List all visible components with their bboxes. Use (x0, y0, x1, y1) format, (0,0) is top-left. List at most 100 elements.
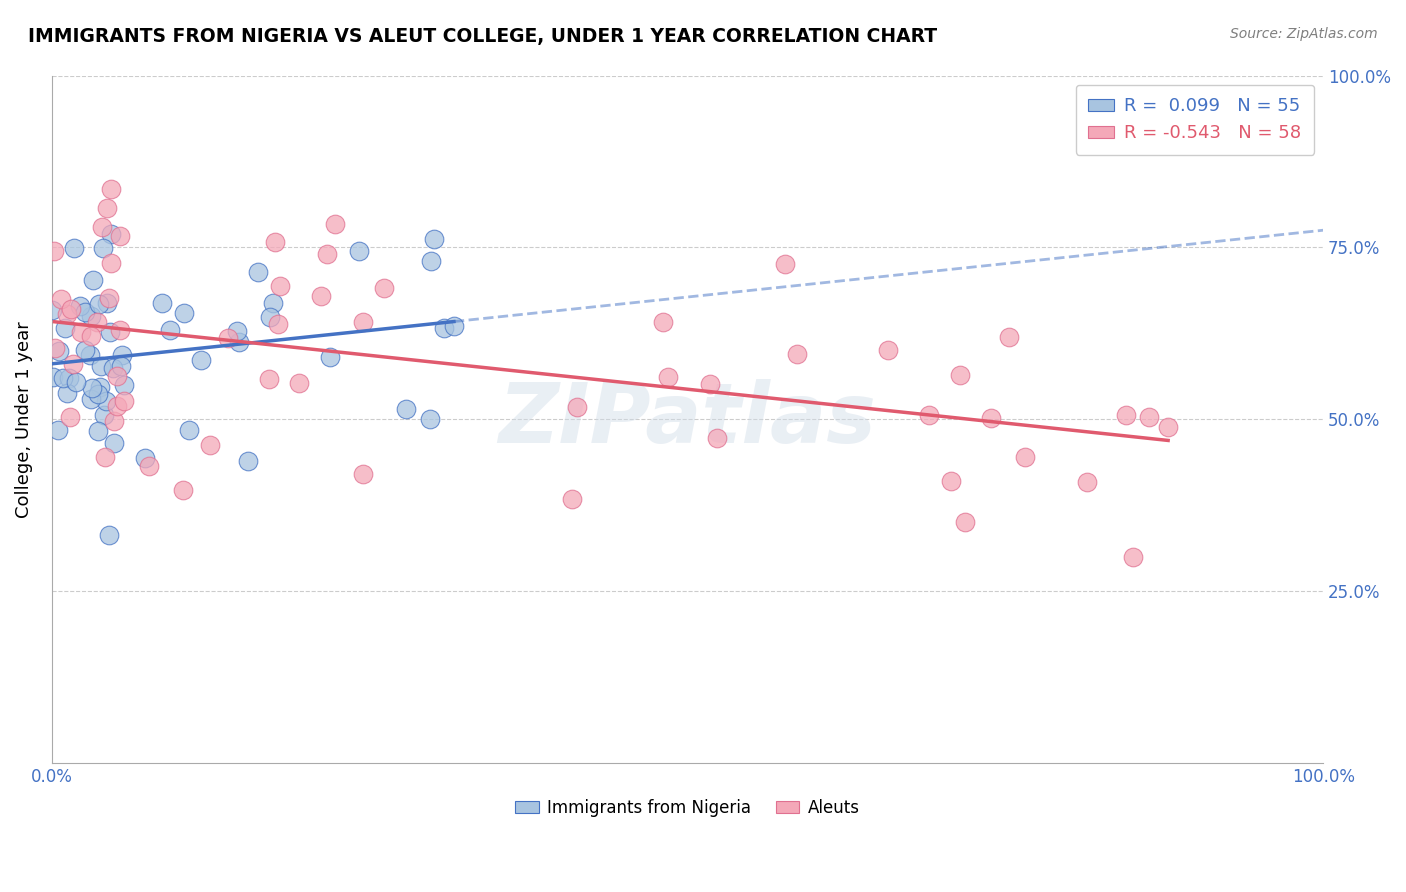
Point (97, 528, 120, 542)
Point (565, 400, 588, 414)
Point (69, 299, 91, 313)
Point (373, 281, 395, 295)
Point (1157, 420, 1180, 434)
Point (419, 253, 441, 268)
Point (91, 241, 114, 255)
Point (699, 377, 721, 392)
Point (997, 330, 1019, 344)
Point (657, 370, 679, 384)
Point (111, 348, 134, 362)
Point (259, 310, 281, 325)
Point (100, 227, 122, 241)
Point (949, 368, 972, 383)
Point (79, 349, 101, 363)
Point (80, 310, 103, 324)
Point (1122, 549, 1144, 564)
Point (75, 305, 97, 319)
Point (63, 241, 86, 255)
Point (96, 393, 118, 408)
Point (52, 370, 75, 384)
Point (112, 394, 135, 409)
Point (89, 380, 111, 394)
Point (433, 321, 456, 335)
Legend: Immigrants from Nigeria, Aleuts: Immigrants from Nigeria, Aleuts (509, 792, 866, 823)
Point (93, 408, 115, 422)
Point (60, 301, 83, 316)
Point (262, 296, 284, 310)
Point (352, 467, 374, 481)
Point (1137, 410, 1160, 425)
Point (198, 438, 221, 452)
Point (105, 368, 128, 383)
Point (98, 291, 121, 305)
Point (55, 307, 77, 321)
Point (228, 334, 250, 349)
Point (91, 219, 114, 234)
Point (86, 315, 108, 329)
Point (1115, 408, 1137, 422)
Point (44, 244, 66, 259)
Point (93, 450, 115, 464)
Point (49, 293, 72, 307)
Point (443, 318, 465, 333)
Point (73, 343, 96, 358)
Point (65, 375, 87, 389)
Point (263, 235, 285, 249)
Point (105, 399, 128, 413)
Point (236, 454, 259, 468)
Point (80, 381, 103, 395)
Point (58, 371, 80, 385)
Point (319, 350, 342, 364)
Point (257, 372, 280, 386)
Point (87, 424, 110, 438)
Point (419, 412, 441, 426)
Point (108, 229, 131, 244)
Point (325, 217, 347, 231)
Point (42, 369, 65, 384)
Point (82, 273, 104, 287)
Point (395, 402, 418, 417)
Point (159, 323, 181, 337)
Text: ZIPatlas: ZIPatlas (499, 379, 876, 459)
Point (100, 256, 122, 270)
Point (152, 296, 174, 310)
Point (218, 331, 240, 345)
Point (561, 491, 583, 506)
Point (69, 325, 91, 339)
Point (315, 247, 337, 261)
Point (876, 343, 898, 358)
Point (173, 306, 195, 320)
Point (269, 279, 291, 293)
Point (114, 378, 136, 392)
Point (941, 474, 963, 488)
Point (87, 297, 110, 311)
Point (90, 359, 112, 374)
Point (309, 289, 332, 303)
Point (786, 347, 808, 361)
Point (56, 386, 79, 401)
Point (48, 423, 70, 437)
Text: Source: ZipAtlas.com: Source: ZipAtlas.com (1230, 27, 1378, 41)
Point (706, 431, 728, 445)
Point (1014, 450, 1036, 464)
Point (100, 182, 122, 196)
Point (44, 341, 66, 355)
Point (103, 414, 125, 428)
Point (101, 360, 124, 375)
Point (134, 450, 156, 465)
Point (773, 257, 796, 271)
Point (177, 423, 200, 437)
Text: IMMIGRANTS FROM NIGERIA VS ALEUT COLLEGE, UNDER 1 YEAR CORRELATION CHART: IMMIGRANTS FROM NIGERIA VS ALEUT COLLEGE… (28, 27, 938, 45)
Point (190, 353, 212, 368)
Point (98, 325, 121, 339)
Point (110, 323, 132, 337)
Point (53, 320, 76, 334)
Point (226, 325, 249, 339)
Point (955, 515, 977, 529)
Point (86, 386, 108, 401)
Point (347, 244, 370, 258)
Y-axis label: College, Under 1 year: College, Under 1 year (15, 321, 32, 517)
Point (59, 409, 82, 424)
Point (138, 458, 160, 473)
Point (288, 376, 311, 390)
